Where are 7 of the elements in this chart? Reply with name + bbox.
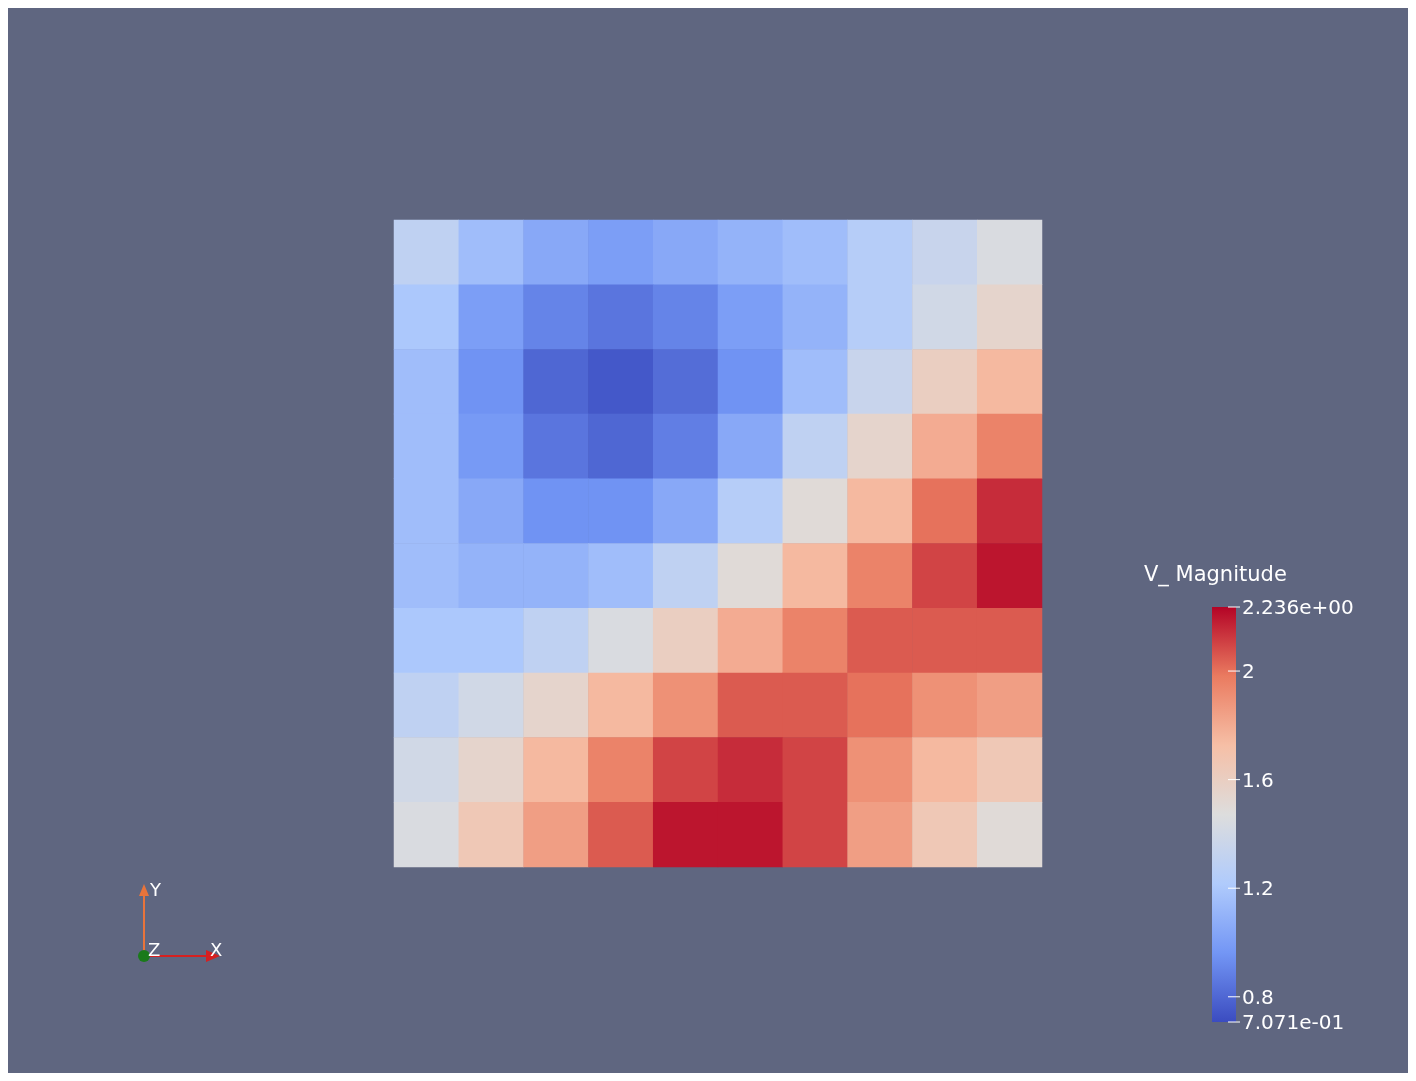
color-bar-label: 0.8 bbox=[1242, 984, 1274, 1009]
color-bar-label: 2.236e+00 bbox=[1242, 595, 1354, 619]
color-bar-label: 2 bbox=[1242, 659, 1255, 684]
color-bar-label: 1.6 bbox=[1242, 767, 1274, 792]
color-bar-title: V_ Magnitude bbox=[1144, 561, 1287, 587]
color-bar-label: 7.071e-01 bbox=[1242, 1010, 1345, 1034]
color-bar-label: 1.2 bbox=[1242, 876, 1274, 901]
